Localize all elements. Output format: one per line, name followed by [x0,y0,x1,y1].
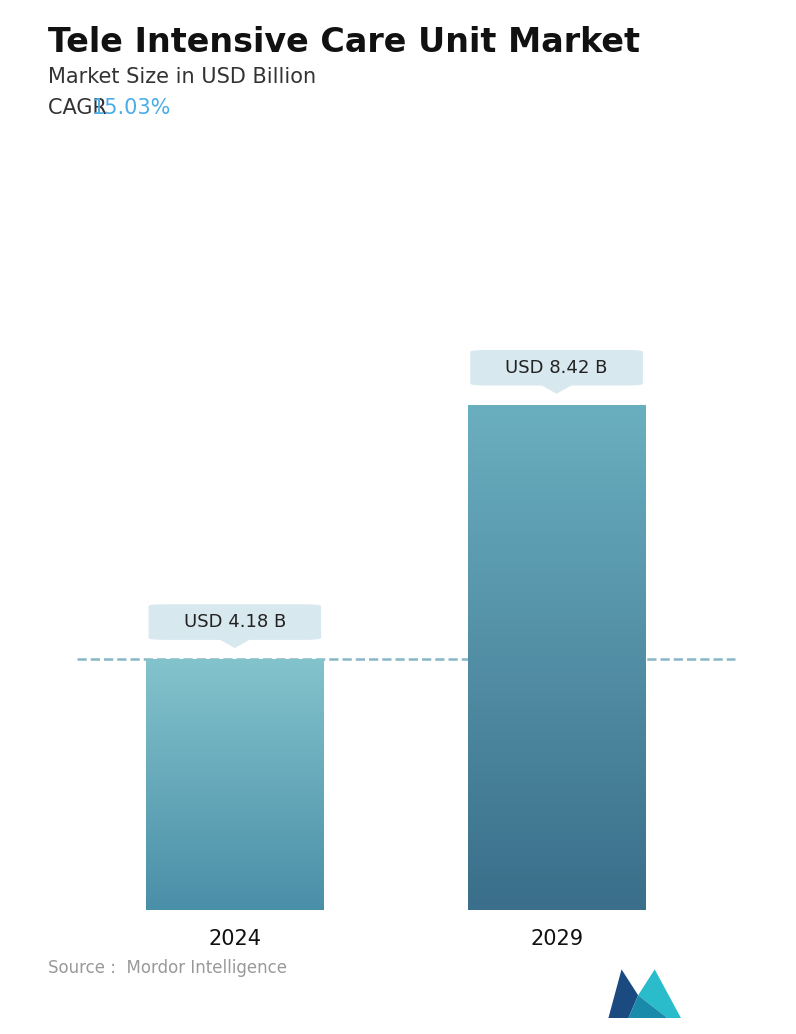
Text: CAGR: CAGR [48,98,120,118]
Polygon shape [540,384,574,393]
Text: USD 4.18 B: USD 4.18 B [184,613,286,631]
Text: Tele Intensive Care Unit Market: Tele Intensive Care Unit Market [48,26,640,59]
Text: Market Size in USD Billion: Market Size in USD Billion [48,67,316,87]
Text: Source :  Mordor Intelligence: Source : Mordor Intelligence [48,960,287,977]
Polygon shape [608,970,638,1018]
Text: USD 8.42 B: USD 8.42 B [505,359,608,376]
Polygon shape [638,970,681,1018]
Polygon shape [218,638,252,647]
FancyBboxPatch shape [471,351,642,385]
Polygon shape [628,995,668,1018]
FancyBboxPatch shape [150,605,321,639]
Text: 15.03%: 15.03% [92,98,171,118]
